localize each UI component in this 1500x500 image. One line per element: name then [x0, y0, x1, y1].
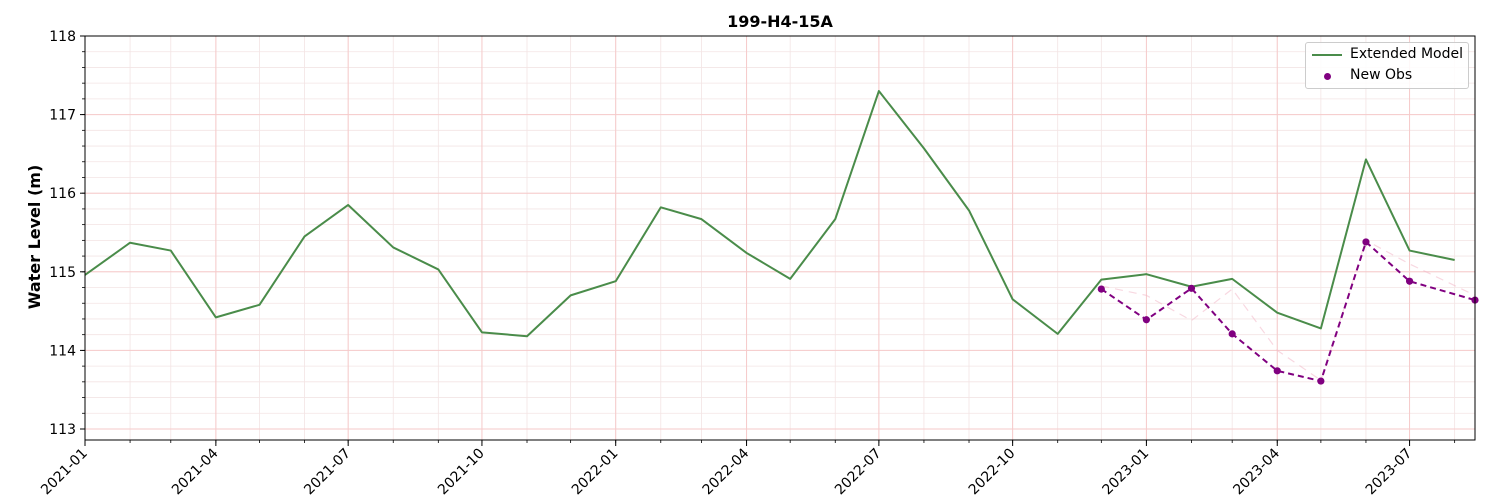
- legend-label: Extended Model: [1350, 46, 1463, 62]
- y-tick-label: 113: [49, 422, 76, 438]
- legend-dot-swatch: [1324, 73, 1331, 80]
- data-point: [1362, 238, 1370, 246]
- x-tick-label: 2021-10: [435, 446, 488, 499]
- x-tick-label: 2022-04: [700, 445, 753, 498]
- y-tick-label: 116: [49, 186, 76, 202]
- data-point: [1317, 377, 1325, 385]
- x-tick-label: 2021-07: [301, 446, 354, 499]
- x-tick-label: 2023-04: [1230, 445, 1283, 498]
- y-tick-label: 114: [49, 343, 76, 359]
- x-tick-label: 2021-04: [169, 445, 222, 498]
- series-line: [84, 90, 1455, 338]
- x-tick-label: 2023-01: [1100, 446, 1153, 499]
- legend-item-extended-model: Extended Model: [1306, 45, 1468, 65]
- series-line: [1100, 240, 1476, 383]
- data-point: [1405, 277, 1414, 285]
- legend: Extended Model New Obs: [1305, 42, 1469, 89]
- data-point: [1228, 330, 1236, 338]
- x-tick-label: 2022-01: [569, 446, 622, 499]
- y-axis-label: Water Level (m): [25, 165, 44, 310]
- legend-item-new-obs: New Obs: [1306, 66, 1468, 86]
- x-tick-label: 2023-07: [1363, 446, 1416, 499]
- series-line: [1101, 239, 1476, 381]
- legend-line-swatch: [1312, 54, 1342, 56]
- series-layer: [84, 90, 1479, 385]
- major-grid: [84, 35, 1475, 440]
- x-tick-label: 2022-10: [966, 446, 1019, 499]
- data-point: [1142, 316, 1151, 324]
- axes-layer: 113 114 115 116 117 118 2021-01 2021-04 2021-07 2…: [38, 29, 1476, 499]
- plot-frame: [84, 35, 1476, 441]
- minor-grid: [84, 35, 1475, 440]
- y-tick-label: 115: [49, 265, 76, 281]
- x-tick-label: 2021-01: [38, 446, 91, 499]
- y-tick-label: 117: [49, 108, 76, 124]
- chart-title: 199-H4-15A: [727, 12, 833, 31]
- y-tick-label: 118: [49, 29, 76, 45]
- data-point: [1187, 284, 1196, 292]
- data-point: [1273, 367, 1281, 375]
- x-tick-label: 2022-07: [832, 446, 885, 499]
- data-point: [1097, 285, 1105, 293]
- legend-label: New Obs: [1350, 67, 1413, 83]
